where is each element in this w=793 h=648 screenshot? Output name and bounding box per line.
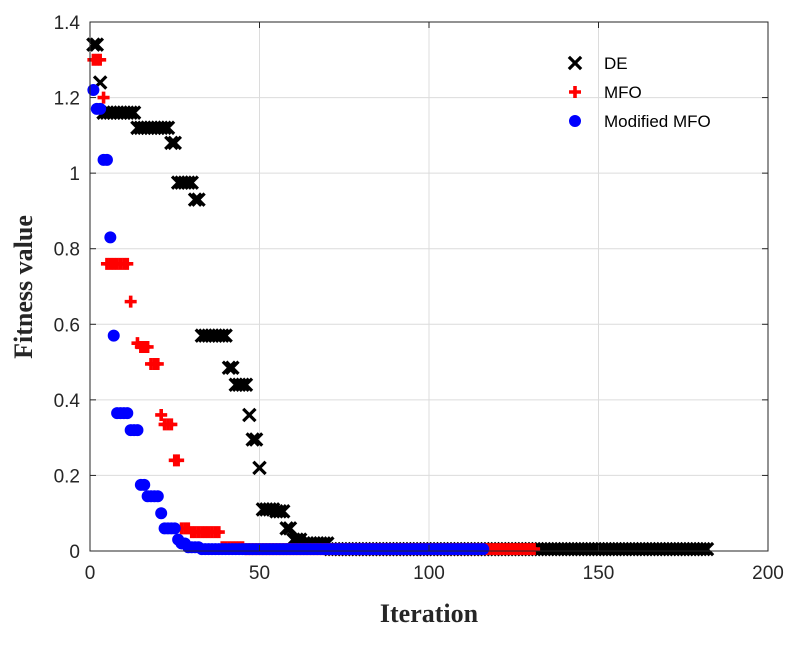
data-point	[245, 432, 260, 447]
data-point	[214, 328, 230, 343]
data-point	[94, 53, 107, 66]
data-point	[87, 84, 100, 97]
data-point	[218, 328, 233, 343]
legend: DE MFO Modified MFO	[567, 54, 711, 131]
data-point	[528, 543, 541, 556]
y-tick-label: 0.2	[54, 466, 80, 487]
data-point	[164, 135, 179, 151]
x-tick-label: 50	[249, 563, 270, 584]
data-point	[272, 504, 288, 519]
x-axis-title: Iteration	[380, 599, 479, 628]
data-point	[279, 521, 294, 536]
data-point	[172, 454, 185, 467]
data-point	[157, 120, 172, 136]
data-point	[151, 490, 164, 503]
axis-ticks: 0 50 100 150 200 0 0.2 0.4 0.6 0.8 1 1.2 1.4	[54, 13, 784, 584]
data-point	[94, 102, 107, 115]
data-point	[124, 295, 137, 308]
y-tick-label: 1.2	[54, 89, 80, 110]
data-point	[289, 532, 305, 547]
data-point	[165, 418, 178, 431]
data-point	[168, 522, 181, 535]
x-tick-label: 150	[583, 563, 615, 584]
y-tick-label: 0.4	[54, 391, 81, 412]
y-tick-label: 0.6	[54, 315, 80, 336]
data-point	[160, 120, 176, 136]
legend-entry: Modified MFO	[604, 112, 711, 131]
data-point	[184, 175, 199, 190]
data-point	[248, 432, 264, 447]
legend-entry: MFO	[604, 83, 642, 102]
x-tick-label: 0	[85, 563, 96, 584]
data-point	[126, 105, 142, 120]
data-point	[123, 105, 138, 120]
data-point	[89, 37, 105, 52]
data-point	[167, 135, 183, 151]
data-point	[107, 329, 120, 342]
grid	[90, 22, 768, 551]
y-tick-label: 1.4	[54, 13, 81, 34]
x-tick-label: 100	[413, 563, 445, 584]
data-point	[131, 424, 144, 437]
data-point	[477, 543, 490, 556]
data-point	[138, 478, 151, 491]
data-point	[181, 175, 196, 190]
data-point	[187, 192, 203, 207]
data-point	[225, 360, 240, 376]
data-point	[121, 407, 134, 420]
data-point	[151, 357, 164, 370]
data-point	[155, 507, 168, 520]
legend-entry: DE	[604, 54, 628, 73]
data-point	[282, 521, 298, 536]
data-point	[155, 408, 168, 421]
legend-marker	[569, 86, 581, 98]
data-point	[238, 377, 254, 393]
series-2	[87, 84, 490, 556]
data-point	[141, 340, 154, 353]
data-point	[696, 541, 711, 557]
x-tick-label: 200	[752, 563, 784, 584]
data-point	[97, 91, 110, 104]
data-point	[212, 526, 225, 539]
data-point	[104, 231, 117, 244]
data-point	[191, 192, 206, 207]
data-point	[100, 153, 113, 166]
data-series	[86, 37, 715, 557]
y-axis-title: Fitness value	[9, 215, 38, 359]
y-tick-label: 0.8	[54, 240, 80, 261]
data-point	[242, 407, 257, 423]
data-point	[235, 377, 250, 393]
y-tick-label: 0	[69, 542, 80, 563]
data-point	[221, 360, 237, 376]
y-tick-label: 1	[69, 164, 80, 185]
legend-marker	[567, 55, 583, 71]
legend-marker	[569, 115, 581, 127]
data-point	[699, 541, 715, 557]
data-point	[275, 504, 291, 519]
data-point	[121, 257, 134, 270]
data-point	[252, 460, 267, 476]
